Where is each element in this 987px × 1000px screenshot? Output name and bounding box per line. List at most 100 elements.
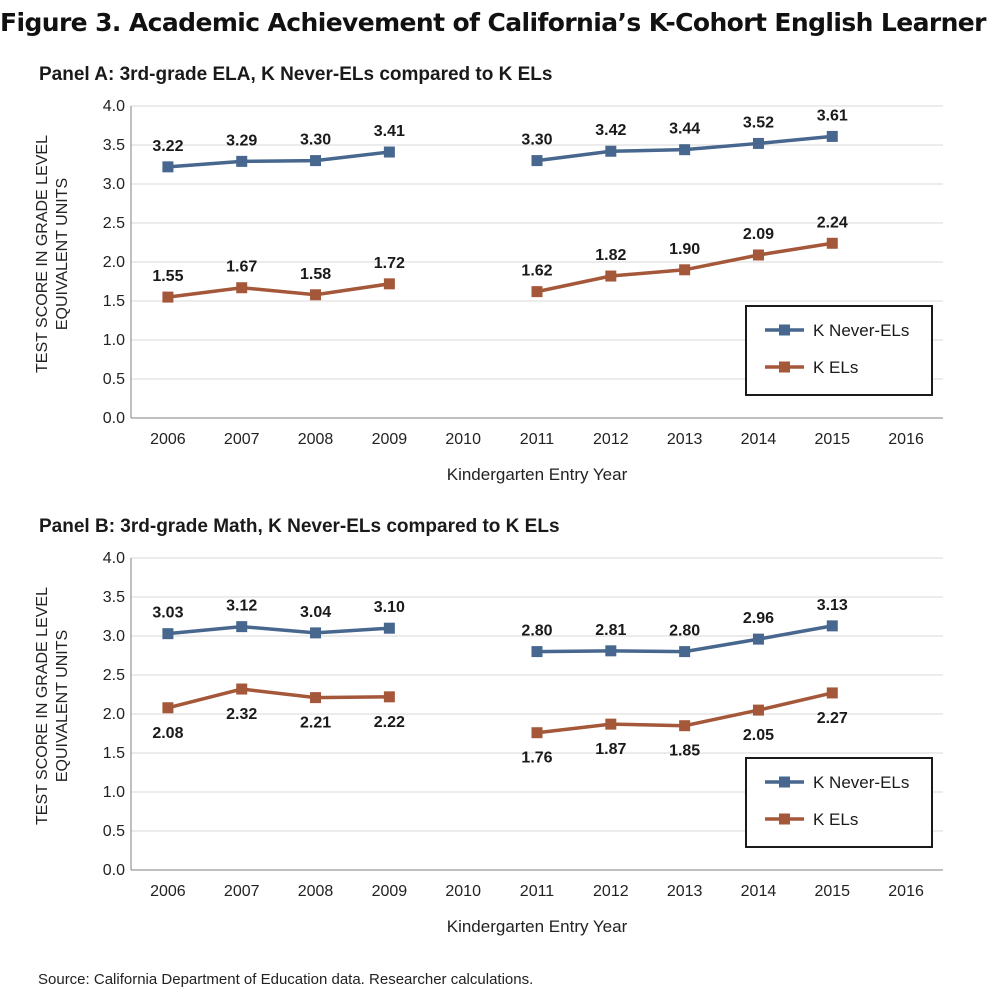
x-tick-label: 2015 [814, 431, 850, 448]
data-point [605, 718, 617, 730]
data-label: 2.80 [669, 623, 700, 640]
y-tick-label: 3.5 [103, 589, 125, 606]
data-point [236, 683, 248, 695]
data-point [236, 621, 248, 633]
data-point [679, 144, 691, 156]
data-point [752, 137, 764, 149]
data-point [310, 155, 322, 167]
x-tick-label: 2010 [445, 431, 481, 448]
y-tick-label: 0.5 [103, 823, 125, 840]
legend-item: K Never-ELs [765, 321, 909, 340]
y-tick-label: 2.5 [103, 667, 125, 684]
series-never-els: 3.22 3.29 3.30 3.41 3.30 3.42 3.44 3.52 3.61 [152, 107, 848, 173]
figure-title: Figure 3. Academic Achievement of Califo… [0, 8, 987, 37]
x-tick-label: 2014 [741, 883, 777, 900]
data-label: 1.76 [521, 750, 552, 767]
gridlines [131, 557, 943, 832]
legend-label: K ELs [813, 810, 858, 829]
data-point [310, 289, 322, 301]
data-label: 3.22 [152, 138, 183, 155]
data-point [383, 691, 395, 703]
x-tick-label: 2008 [298, 883, 334, 900]
data-point [383, 146, 395, 158]
data-point [752, 633, 764, 645]
y-axis-label: TEST SCORE IN GRADE LEVEL EQUIVALENT UNIT… [34, 587, 71, 825]
x-tick-label: 2011 [520, 883, 555, 900]
data-point [162, 161, 174, 173]
data-label: 2.32 [226, 706, 257, 723]
y-tick-label: 1.0 [103, 784, 125, 801]
x-axis-label: Kindergarten Entry Year [447, 465, 628, 484]
legend-item: K Never-ELs [765, 773, 909, 792]
data-point [605, 145, 617, 157]
data-label: 2.08 [152, 725, 183, 742]
data-point [383, 278, 395, 290]
data-label: 1.82 [595, 247, 626, 264]
legend-swatch-marker [779, 324, 790, 336]
y-tick-label: 3.0 [103, 176, 125, 193]
x-tick-label: 2010 [445, 883, 481, 900]
data-point [531, 646, 543, 658]
data-label: 3.52 [743, 114, 774, 131]
data-label: 1.85 [669, 743, 700, 760]
data-point [162, 291, 174, 303]
panel-b-title: Panel B: 3rd-grade Math, K Never-ELs com… [39, 516, 560, 537]
series-line [167, 282, 390, 299]
y-axis-label: TEST SCORE IN GRADE LEVEL EQUIVALENT UNIT… [34, 135, 71, 373]
legend: K Never-ELs K ELs [745, 757, 933, 848]
y-tick-label: 1.5 [103, 745, 125, 762]
data-label: 3.12 [226, 598, 257, 615]
data-label: 2.96 [743, 610, 774, 627]
x-tick-label: 2014 [741, 431, 777, 448]
data-label: 1.55 [152, 268, 183, 285]
data-point [531, 286, 543, 298]
x-tick-label: 2015 [814, 883, 850, 900]
series-line [167, 150, 390, 169]
y-tick-label: 2.0 [103, 706, 125, 723]
data-label: 3.30 [521, 132, 552, 149]
data-point [236, 282, 248, 294]
data-label: 3.44 [669, 121, 700, 138]
panel-a-chart: 0.0 0.5 1.0 1.5 2.0 2.5 3.0 3.5 4.0 2006 2007 2008 2… [34, 98, 943, 484]
x-tick-label: 2007 [224, 431, 260, 448]
x-tick-label: 2013 [667, 431, 703, 448]
x-tick-label: 2006 [150, 883, 186, 900]
data-label: 3.13 [817, 597, 848, 614]
data-label: 2.09 [743, 226, 774, 243]
legend-box [745, 757, 933, 848]
data-label: 1.67 [226, 259, 257, 276]
x-tick-label: 2016 [888, 883, 924, 900]
x-axis-label: Kindergarten Entry Year [447, 917, 628, 936]
x-tick-label: 2012 [593, 431, 629, 448]
x-tick-label: 2016 [888, 431, 924, 448]
x-tick-label: 2012 [593, 883, 629, 900]
data-point [679, 264, 691, 276]
data-point [826, 130, 838, 142]
y-tick-label: 1.0 [103, 332, 125, 349]
x-tick-label: 2007 [224, 883, 260, 900]
data-label: 3.29 [226, 132, 257, 149]
y-tick-label: 0.0 [103, 410, 125, 427]
y-tick-label: 3.5 [103, 137, 125, 154]
data-point [236, 155, 248, 167]
y-tick-label: 4.0 [103, 98, 125, 115]
data-label: 2.05 [743, 727, 774, 744]
source-note: Source: California Department of Educati… [38, 971, 534, 988]
x-tick-label: 2011 [520, 431, 555, 448]
data-point [826, 687, 838, 699]
y-tick-label: 4.0 [103, 550, 125, 567]
data-label: 1.90 [669, 241, 700, 258]
x-tick-label: 2009 [372, 431, 408, 448]
data-label: 2.22 [374, 714, 405, 731]
y-tick-label: 0.0 [103, 862, 125, 879]
data-point [752, 704, 764, 716]
data-label: 2.81 [595, 622, 626, 639]
data-point [383, 622, 395, 634]
y-tick-label: 3.0 [103, 628, 125, 645]
legend-label: K ELs [813, 358, 858, 377]
data-label: 3.10 [374, 599, 405, 616]
legend-label: K Never-ELs [813, 321, 909, 340]
x-tick-label: 2006 [150, 431, 186, 448]
data-label: 3.30 [300, 132, 331, 149]
y-tick-label: 2.0 [103, 254, 125, 271]
